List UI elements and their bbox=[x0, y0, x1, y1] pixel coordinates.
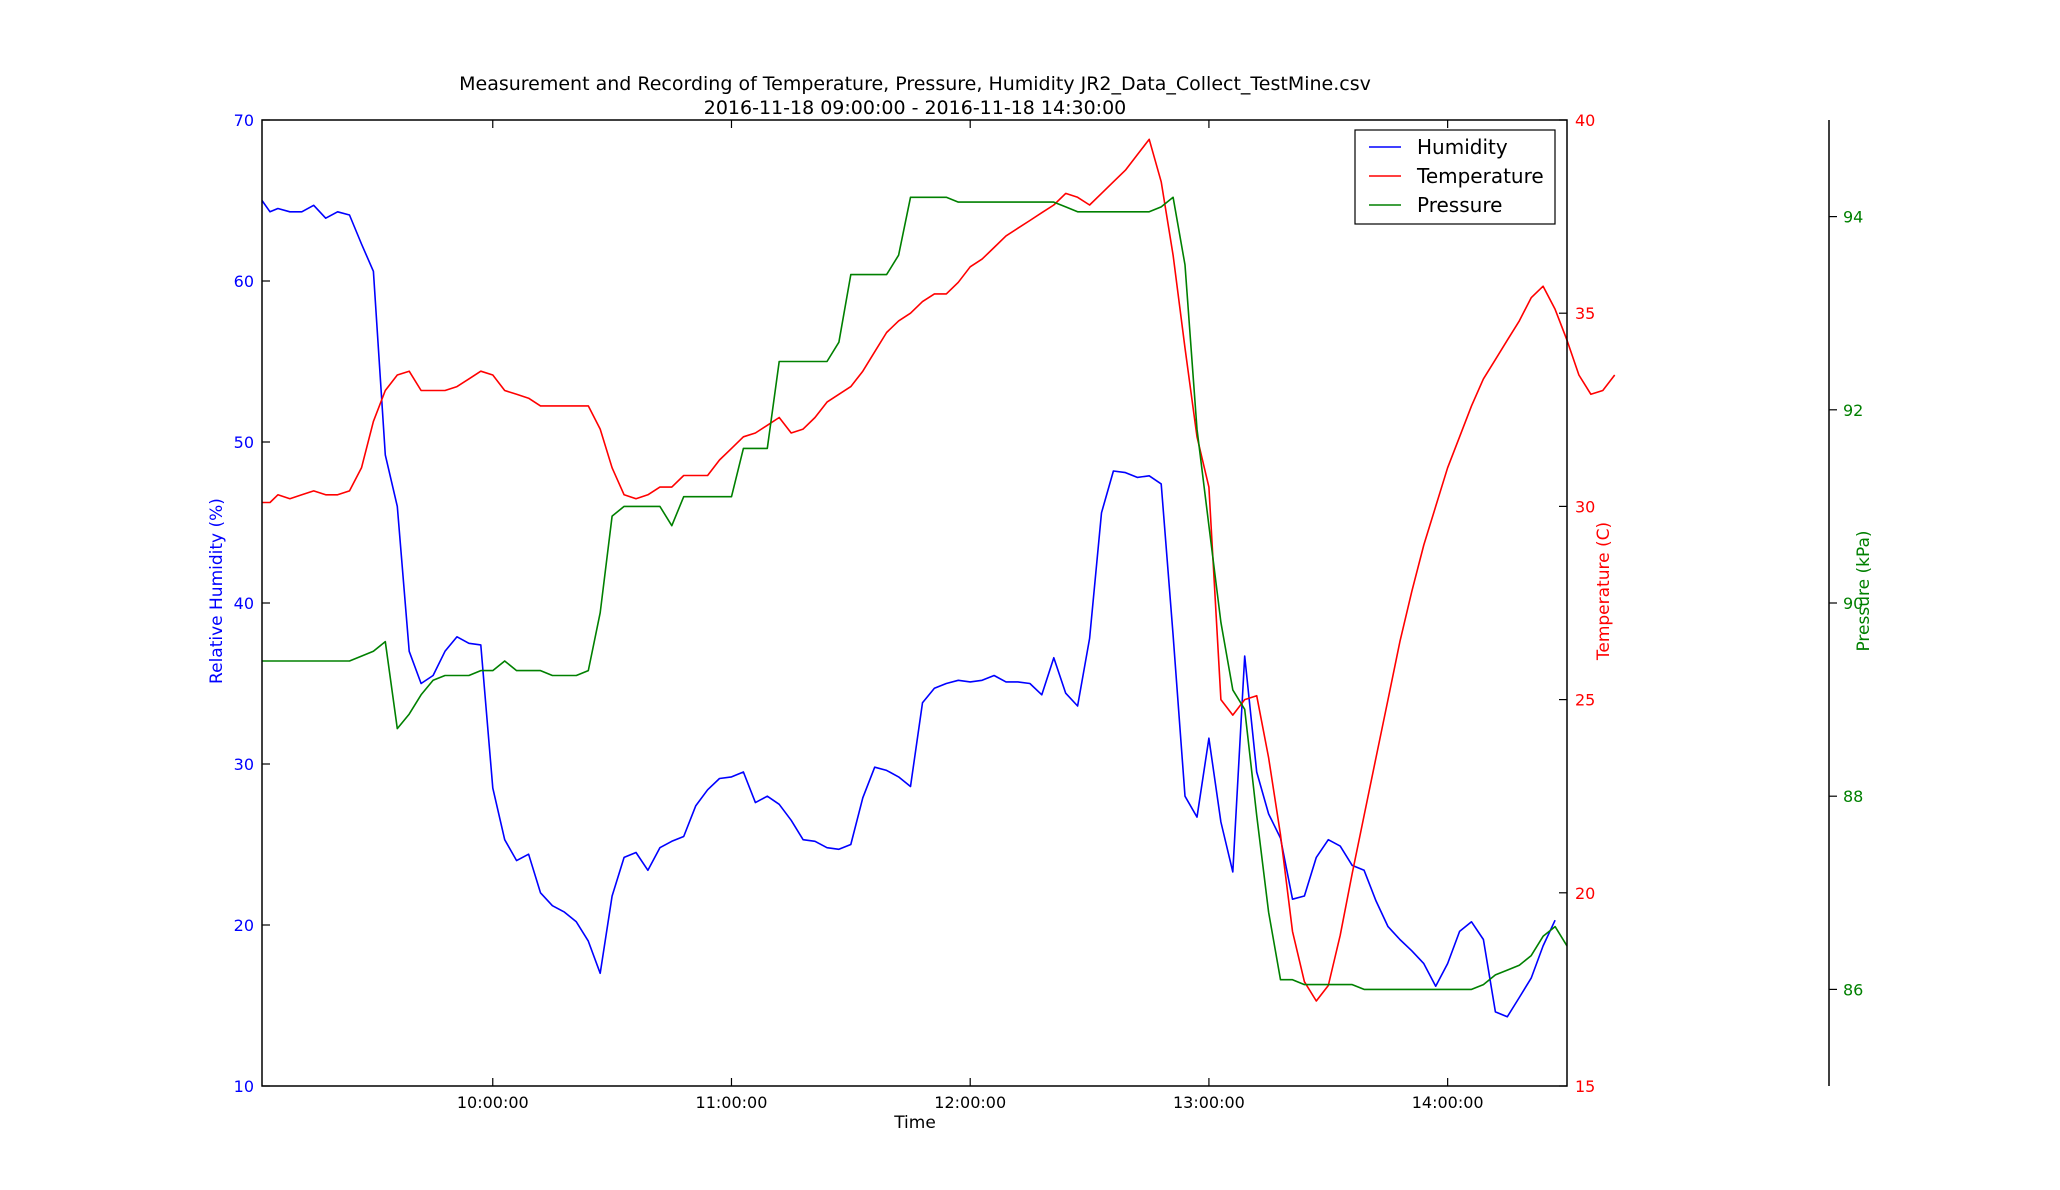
humidity-tick-label: 40 bbox=[234, 594, 254, 613]
chart-title: Measurement and Recording of Temperature… bbox=[459, 73, 1371, 95]
x-axis-label: Time bbox=[893, 1113, 936, 1133]
legend-label-humidity: Humidity bbox=[1417, 135, 1508, 159]
temperature-tick-label: 15 bbox=[1575, 1077, 1595, 1096]
pressure-tick-label: 86 bbox=[1843, 980, 1863, 999]
humidity-tick-label: 20 bbox=[234, 916, 254, 935]
temperature-tick-label: 20 bbox=[1575, 884, 1595, 903]
humidity-tick-label: 10 bbox=[234, 1077, 254, 1096]
x-tick-label: 11:00:00 bbox=[696, 1093, 768, 1112]
temperature-tick-label: 30 bbox=[1575, 497, 1595, 516]
humidity-tick-label: 30 bbox=[234, 755, 254, 774]
series-line-temperature bbox=[262, 138, 1616, 1002]
temperature-axis-label: Temperature (C) bbox=[1594, 522, 1614, 661]
pressure-tick-label: 94 bbox=[1843, 208, 1863, 227]
legend-label-pressure: Pressure bbox=[1417, 193, 1502, 217]
humidity-axis-label: Relative Humidity (%) bbox=[207, 498, 227, 684]
humidity-tick-label: 60 bbox=[234, 272, 254, 291]
series-layer bbox=[261, 138, 1616, 1018]
x-tick-label: 10:00:00 bbox=[457, 1093, 529, 1112]
legend: Humidity Temperature Pressure bbox=[1354, 129, 1556, 225]
plot-frame bbox=[261, 119, 1568, 1087]
x-tick-label: 12:00:00 bbox=[934, 1093, 1006, 1112]
temperature-tick-label: 35 bbox=[1575, 304, 1595, 323]
humidity-tick-label: 50 bbox=[234, 433, 254, 452]
humidity-tick-label: 70 bbox=[234, 111, 254, 130]
series-line-pressure bbox=[262, 196, 1568, 991]
temperature-tick-label: 40 bbox=[1575, 111, 1595, 130]
series-line-humidity bbox=[261, 200, 1556, 1018]
pressure-tick-label: 90 bbox=[1843, 594, 1863, 613]
temperature-tick-label: 25 bbox=[1575, 691, 1595, 710]
x-tick-label: 13:00:00 bbox=[1173, 1093, 1245, 1112]
pressure-tick-label: 92 bbox=[1843, 401, 1863, 420]
pressure-axis-label: Pressure (kPa) bbox=[1854, 530, 1874, 651]
x-tick-label: 14:00:00 bbox=[1412, 1093, 1484, 1112]
pressure-tick-label: 88 bbox=[1843, 787, 1863, 806]
legend-label-temperature: Temperature bbox=[1416, 164, 1544, 188]
chart-subtitle: 2016-11-18 09:00:00 - 2016-11-18 14:30:0… bbox=[704, 97, 1127, 119]
legend-box bbox=[1354, 129, 1556, 225]
axes-layer: 10:00:00 11:00:00 12:00:00 13:00:00 14:00:00… bbox=[234, 111, 1864, 1112]
